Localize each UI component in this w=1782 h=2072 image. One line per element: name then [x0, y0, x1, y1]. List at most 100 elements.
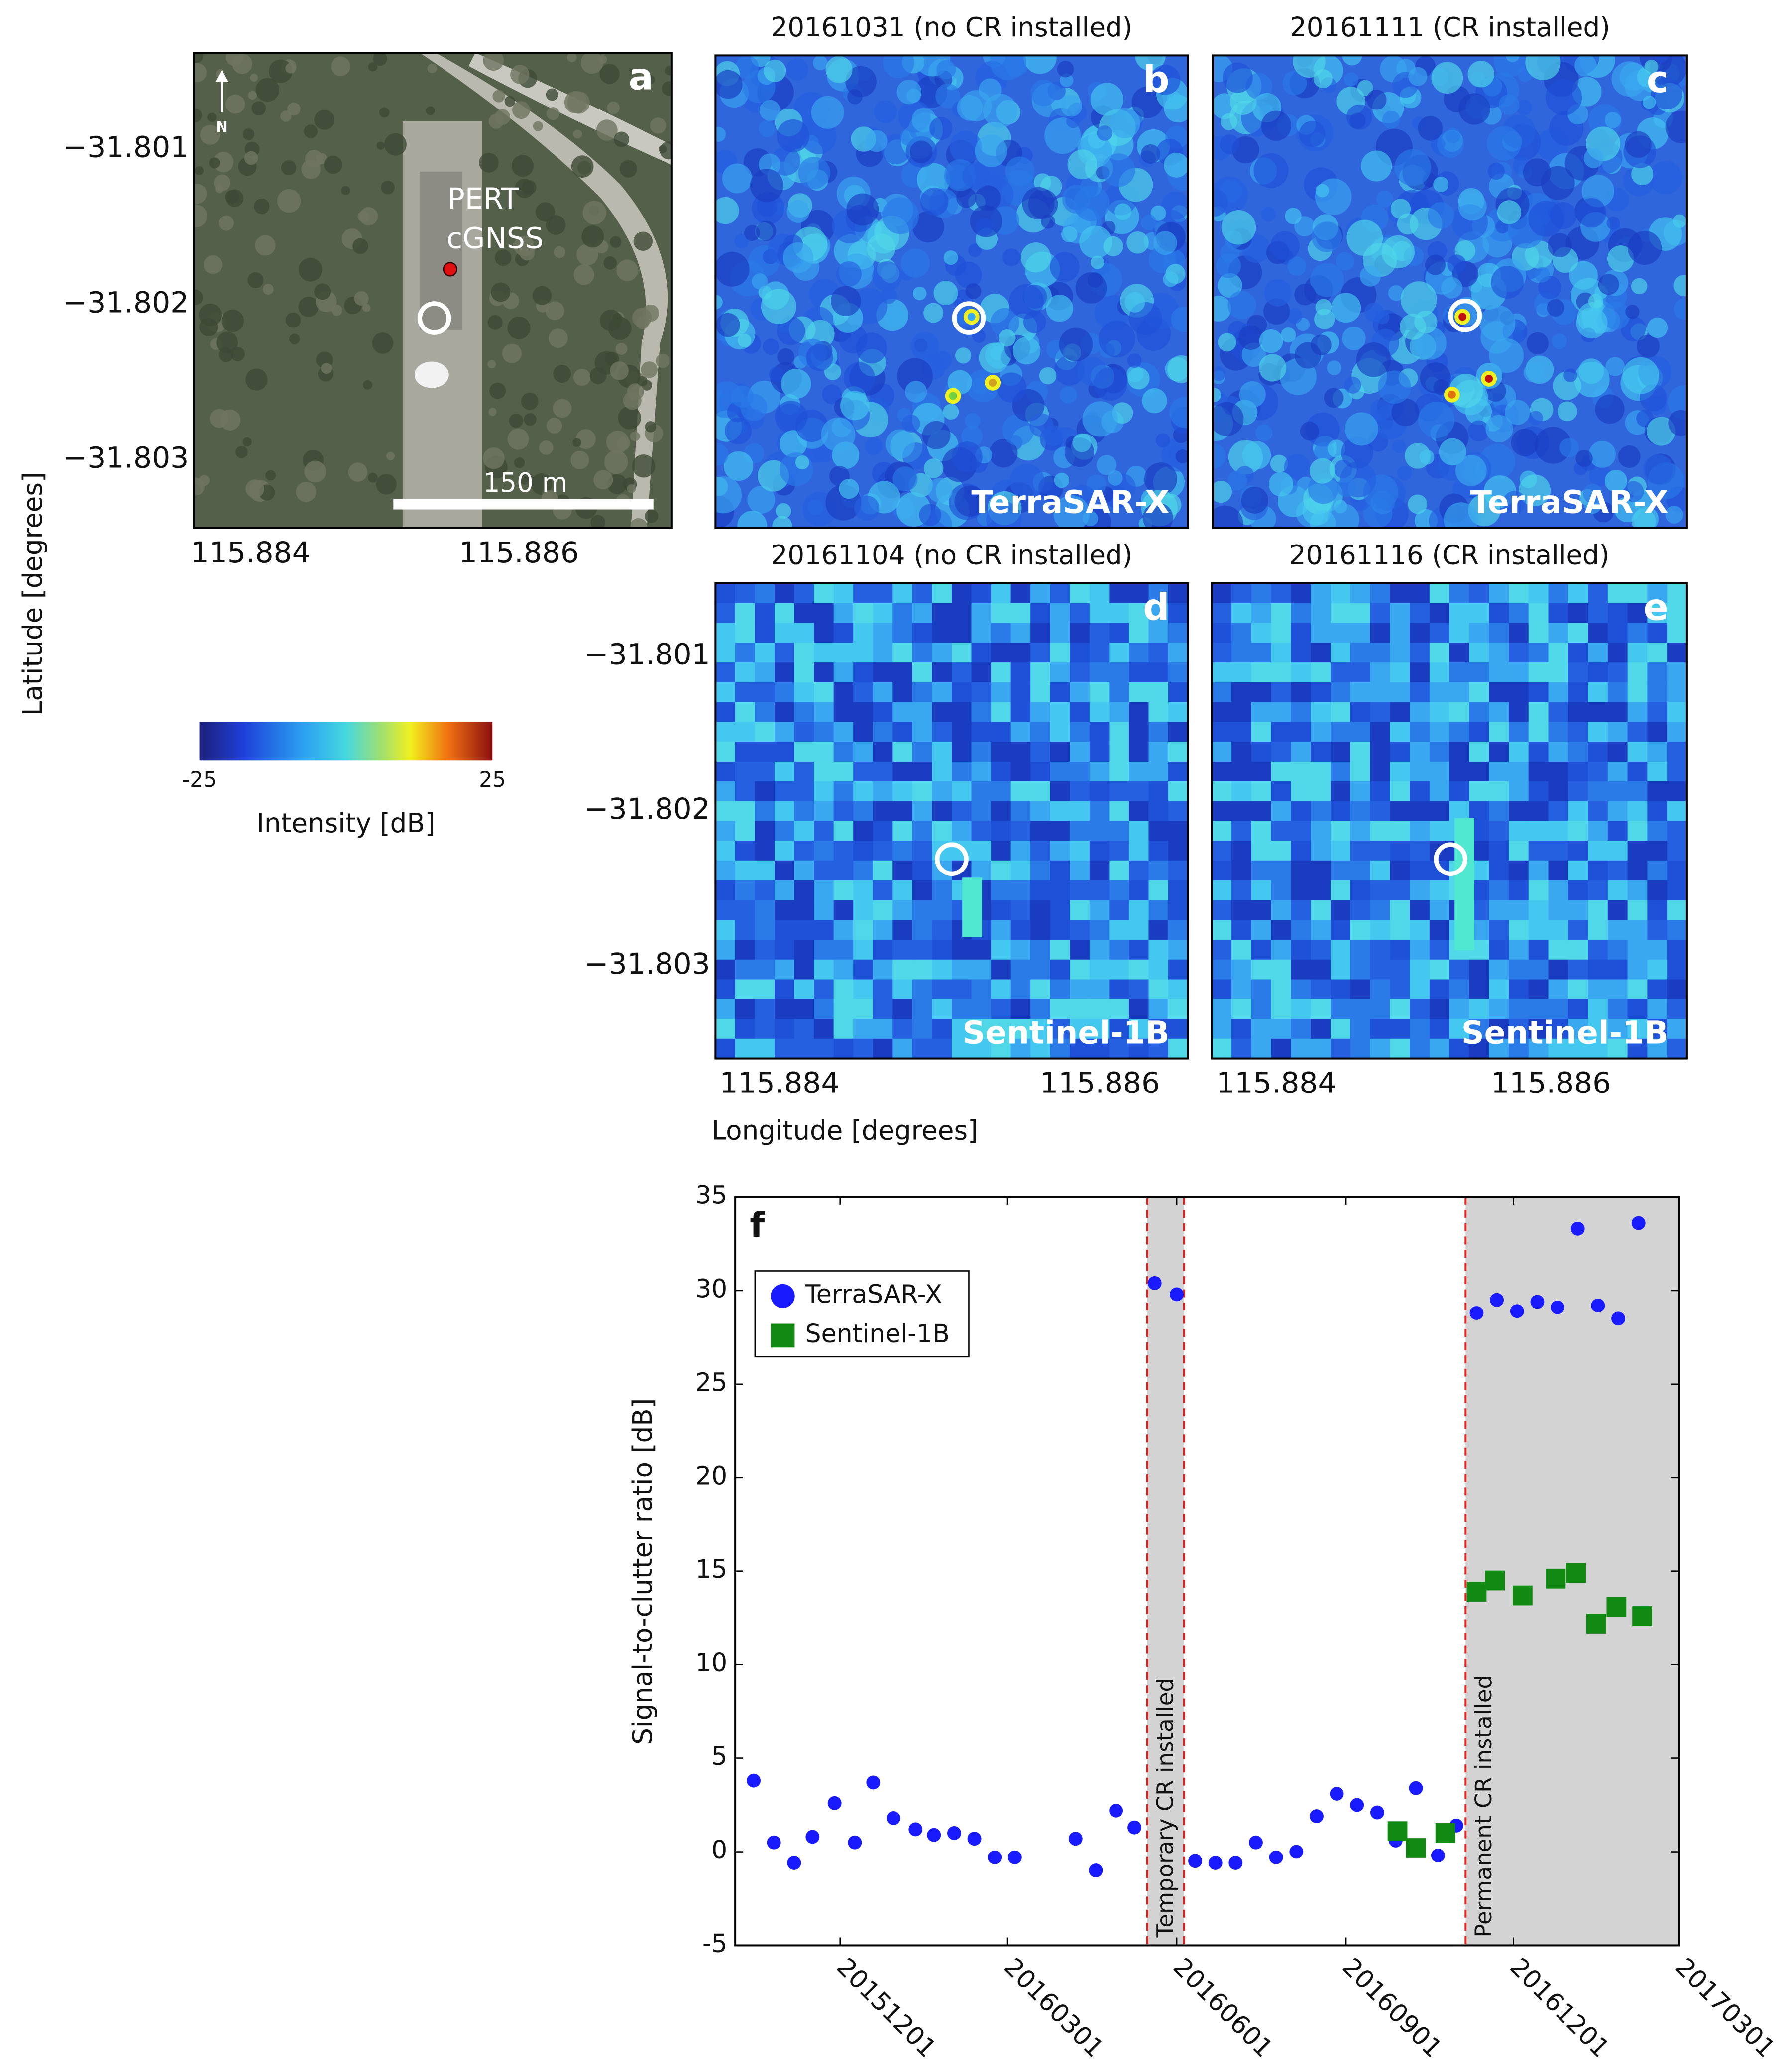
speckle — [1090, 83, 1124, 116]
speckle — [1213, 481, 1232, 503]
pixel — [1390, 643, 1411, 663]
pixel — [1168, 801, 1188, 822]
colorbar-label: Intensity [dB] — [256, 808, 435, 839]
speckle — [943, 404, 959, 420]
sar-image — [715, 55, 1188, 528]
pixel — [1568, 662, 1589, 683]
pixel — [912, 939, 933, 961]
x-tick-label: 115.884 — [191, 536, 311, 569]
pixel — [1647, 959, 1668, 980]
pixel — [1089, 702, 1110, 723]
vegetation — [612, 313, 623, 324]
speckle — [777, 348, 794, 366]
y-axis-label: Signal-to-clutter ratio [dB] — [627, 1398, 658, 1745]
pixel — [991, 821, 1011, 842]
vegetation — [251, 101, 266, 116]
vegetation — [194, 53, 204, 63]
speckle — [1526, 332, 1549, 355]
x-tick-label: 115.886 — [1491, 1066, 1611, 1100]
speckle — [1505, 400, 1530, 425]
pixel — [1030, 880, 1051, 901]
vegetation — [376, 141, 385, 150]
pixel — [755, 1019, 776, 1040]
pixel — [991, 623, 1011, 644]
pixel — [1148, 959, 1169, 980]
pixel — [892, 939, 913, 961]
pixel — [1251, 781, 1272, 802]
speckle — [1604, 469, 1628, 493]
sensor-label: Sentinel-1B — [963, 1014, 1170, 1051]
pixel — [1109, 821, 1130, 842]
pixel — [1330, 702, 1351, 723]
panel-frame — [714, 54, 1189, 529]
pixel — [932, 959, 953, 980]
sensor-label: TerraSAR-X — [971, 484, 1169, 521]
pixel — [755, 841, 776, 862]
speckle — [954, 485, 986, 517]
pixel — [755, 781, 776, 802]
pixel — [1231, 583, 1252, 604]
pixel — [912, 860, 933, 881]
pixel — [1429, 999, 1450, 1020]
pixel — [1508, 761, 1530, 782]
vegetation — [641, 361, 658, 378]
pixel — [1089, 900, 1110, 921]
speckle — [1309, 458, 1335, 484]
speckle — [1261, 207, 1276, 222]
point — [1591, 1299, 1605, 1312]
pixel — [1469, 999, 1490, 1020]
speckle — [759, 100, 780, 121]
pixel — [1548, 662, 1569, 683]
pixel — [755, 722, 776, 743]
pixel — [1128, 821, 1149, 842]
speckle — [845, 66, 877, 97]
pixel — [1429, 682, 1450, 703]
pixel — [1330, 761, 1351, 782]
pixel — [1231, 900, 1252, 921]
pixel — [1607, 1038, 1628, 1059]
point — [1466, 1582, 1487, 1602]
pixel — [1311, 900, 1332, 921]
speckle — [1342, 55, 1362, 66]
pixel — [1109, 623, 1130, 644]
vegetation — [546, 88, 558, 101]
pixel — [1667, 623, 1687, 644]
pixel — [1647, 643, 1668, 663]
pixel — [1489, 742, 1510, 763]
pixel — [1311, 1038, 1332, 1059]
pixel — [1148, 801, 1169, 822]
pixel — [1627, 1019, 1648, 1040]
pixel — [1010, 623, 1031, 644]
pixel — [1212, 939, 1232, 961]
vegetation — [572, 438, 581, 447]
speckle — [1175, 449, 1188, 464]
pixel — [735, 583, 756, 604]
pixel — [853, 999, 874, 1020]
pixel — [1429, 1019, 1450, 1040]
pixel — [1469, 702, 1490, 723]
pixel — [1627, 623, 1648, 644]
pixel — [814, 623, 834, 644]
vegetation — [219, 215, 234, 231]
speckle — [1468, 420, 1490, 442]
pixel — [755, 880, 776, 901]
pixel — [1109, 583, 1130, 604]
pixel — [1251, 860, 1272, 881]
pixel — [774, 742, 795, 763]
vegetation — [573, 368, 591, 386]
pixel — [1528, 860, 1549, 881]
speckle — [923, 458, 944, 478]
pixel — [1647, 623, 1668, 644]
pixel — [774, 880, 795, 901]
pixel — [1128, 959, 1149, 980]
pixel — [1350, 900, 1371, 921]
pixel — [1030, 722, 1051, 743]
pixel — [1212, 1038, 1232, 1059]
y-tick-label: -5 — [702, 1929, 727, 1958]
pixel — [1568, 999, 1589, 1020]
pixel — [1251, 742, 1272, 763]
pixel — [1667, 1038, 1687, 1059]
pixel — [853, 781, 874, 802]
pixel — [1528, 1019, 1549, 1040]
vegetation — [341, 186, 350, 195]
